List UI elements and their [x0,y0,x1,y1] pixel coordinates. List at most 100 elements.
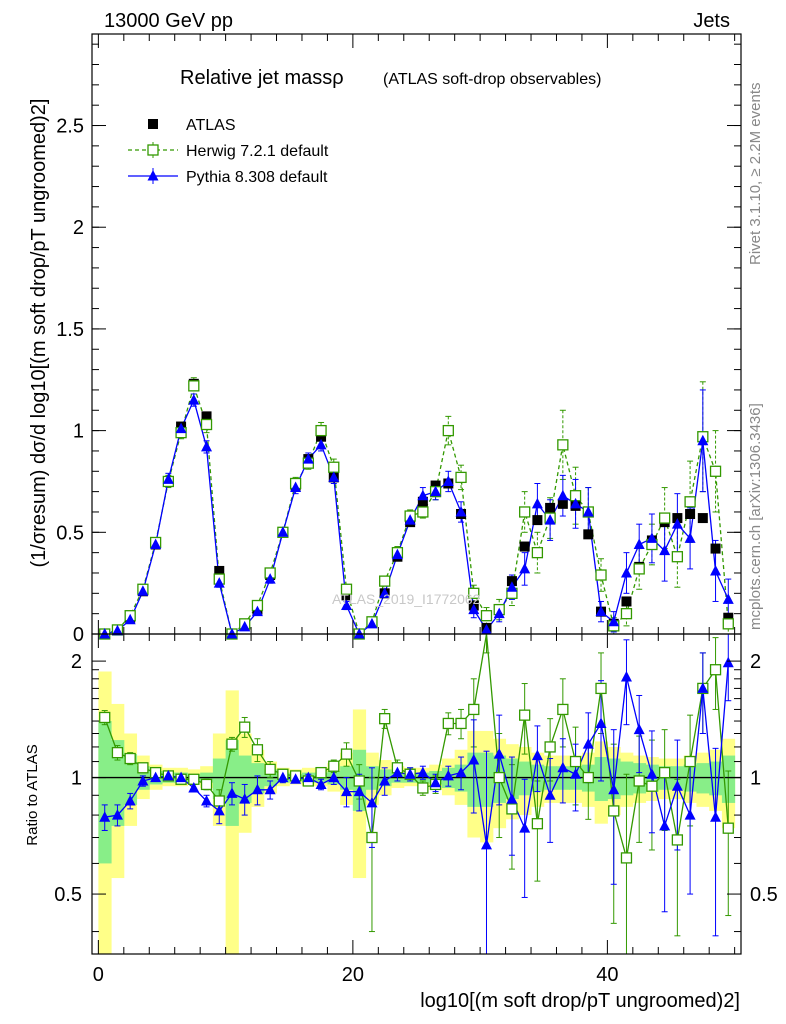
herwig-ratio-point [137,762,149,774]
header-left: 13000 GeV pp [104,10,233,32]
herwig-ratio-point [264,763,276,776]
herwig-ratio-point [646,780,658,792]
pythia-data-point [175,422,187,434]
herwig-ratio-point [633,775,645,787]
main-y-tick-label: 1 [73,421,84,443]
herwig-ratio-point [569,755,582,768]
pythia-ratio-point [620,670,632,682]
herwig-ratio-point [442,717,454,730]
pythia-data-point [341,599,353,611]
pythia-data-point [493,607,505,619]
herwig-ratio-point [251,744,264,756]
pythia-data-point [455,505,467,517]
herwig-data-point [595,569,607,581]
pythia-ratio-point [188,781,200,793]
pythia-data-point [506,581,518,592]
pythia-data-point [417,489,429,501]
mcplots-label: mcplots.cern.ch [arXiv:1306.3436] [747,403,764,630]
pythia-data-point [519,562,531,574]
pythia-data-point [226,628,238,639]
pythia-data-point [353,628,365,639]
pythia-ratio-point [302,771,314,783]
atlas-data-point [672,513,683,524]
herwig-ratio-point [493,771,505,784]
header-right: Jets [693,10,730,32]
plot-subtitle: (ATLAS soft-drop observables) [383,71,601,88]
pythia-ratio-point [506,793,518,804]
pythia-ratio-point [111,809,123,820]
herwig-data-point [684,496,696,508]
herwig-ratio-point [366,831,378,844]
pythia-data-point [379,587,391,598]
herwig-data-point [379,575,391,587]
ratio-plot-frame [91,633,742,955]
herwig-data-point [468,587,480,599]
pythia-data-point [531,497,543,509]
pythia-ratio-point [531,749,543,761]
atlas-data-point [545,502,556,513]
watermark-label: ATLAS_2019_I1772062 [332,591,481,607]
herwig-ratio-point [658,766,671,779]
pythia-data-point [671,518,683,529]
herwig-ratio-point [722,822,734,834]
pythia-ratio-point [710,811,722,822]
pythia-ratio-point [251,783,263,795]
pythia-data-point [137,585,149,596]
pythia-data-point [162,473,174,484]
pythia-data-point [722,593,734,604]
pythia-ratio-point [315,778,327,789]
atlas-data-point [519,541,530,552]
ratio-inner-band [212,758,227,800]
herwig-ratio-point [544,741,556,753]
x-axis-label: log10[(m soft drop/pT ungroomed)2] [420,990,740,1012]
rivet-label: Rivet 3.1.10, ≥ 2.2M events [747,83,764,266]
main-y-tick-label: 0 [73,624,84,646]
herwig-data-point [722,618,734,630]
pythia-ratio-point [150,771,162,783]
pythia-data-point [315,438,327,450]
atlas-data-point [430,480,441,491]
pythia-ratio-point [493,748,505,759]
pythia-data-point [391,548,403,560]
pythia-ratio-point [595,717,607,728]
pythia-ratio-point [722,656,734,668]
pythia-ratio-point [341,785,353,797]
ratio-inner-band [696,763,710,794]
pythia-data-point [468,603,480,615]
herwig-data-point [315,424,327,437]
pythia-data-point [124,613,136,625]
atlas-data-point [341,590,352,601]
pythia-ratio-point [417,766,429,778]
pythia-data-point [442,475,454,486]
main-axes: 0 0.5 1 1.5 2 2.5 [56,34,741,646]
herwig-ratio-point [709,664,722,676]
pythia-ratio-point [124,794,136,806]
pythia-data-point [595,605,607,617]
atlas-data-point [685,509,696,519]
pythia-data-point [201,440,213,452]
atlas-data-point [201,411,212,422]
herwig-ratio-point [684,755,696,768]
pythia-data-point [697,434,709,446]
herwig-data-point [519,506,531,518]
pythia-ratio-point [353,785,365,797]
pythia-data-point [710,564,722,576]
atlas-data-point [723,612,734,623]
herwig-data-point [633,563,645,575]
pythia-ratio-point [277,771,289,783]
pythia-ratio-point [659,819,671,831]
pythia-ratio-point [290,773,302,784]
pythia-data-point [188,394,200,405]
pythia-ratio-point [544,789,556,800]
pythia-ratio-point [442,769,454,781]
herwig-ratio-point [608,805,620,817]
herwig-ratio-point [328,760,340,772]
pythia-data-point [99,628,111,639]
pythia-data-point [659,544,671,556]
herwig-ratio-point [353,775,365,787]
pythia-ratio-point [480,838,492,850]
pythia-data-point [608,615,620,627]
pythia-data-point [111,624,123,636]
main-y-tick-label: 2.5 [56,116,84,138]
pythia-series-line [104,398,729,636]
